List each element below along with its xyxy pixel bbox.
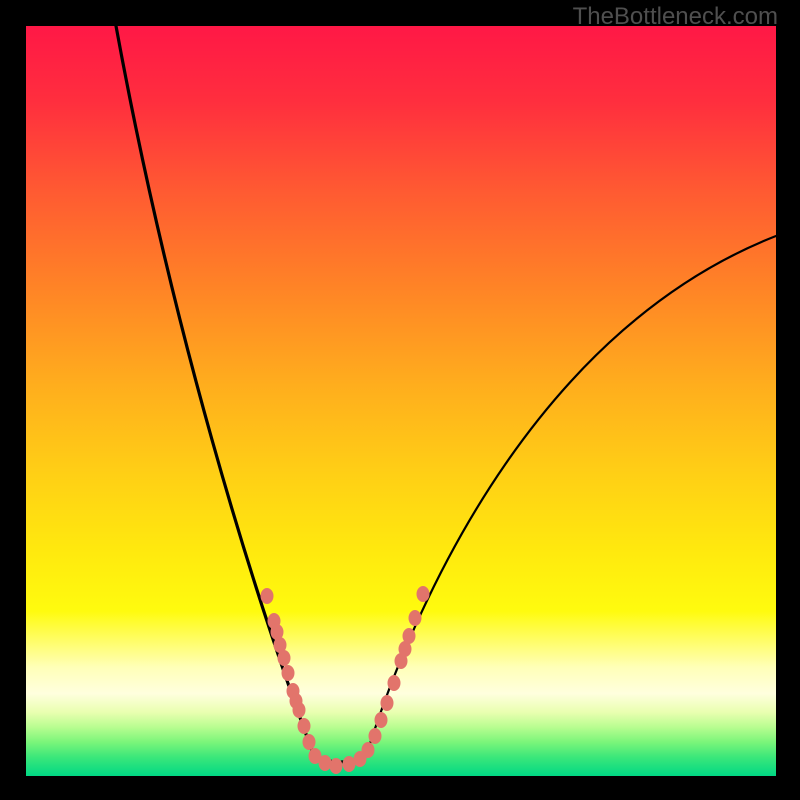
- curve-marker: [409, 610, 422, 626]
- curve-marker: [388, 675, 401, 691]
- plot-area: [26, 26, 776, 776]
- curve-marker: [298, 718, 311, 734]
- curve-marker: [261, 588, 274, 604]
- plot-svg: [26, 26, 776, 776]
- curve-marker: [369, 728, 382, 744]
- curve-marker: [417, 586, 430, 602]
- watermark-text: TheBottleneck.com: [573, 3, 778, 31]
- curve-marker: [330, 758, 343, 774]
- curve-marker: [319, 755, 332, 771]
- curve-marker: [303, 734, 316, 750]
- curve-marker: [362, 742, 375, 758]
- curve-marker: [381, 695, 394, 711]
- curve-marker: [375, 712, 388, 728]
- curve-marker: [403, 628, 416, 644]
- curve-marker: [293, 702, 306, 718]
- curve-marker: [278, 650, 291, 666]
- curve-marker: [282, 665, 295, 681]
